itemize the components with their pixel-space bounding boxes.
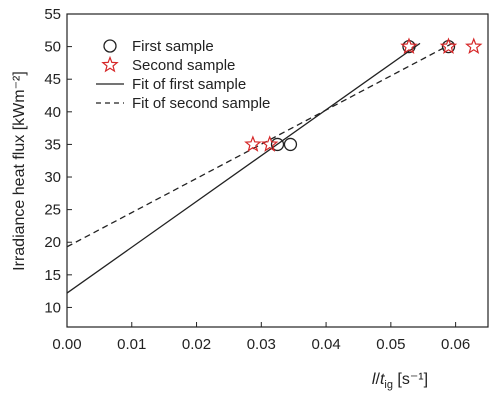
x-tick-label: 0.00 [52,336,81,353]
legend-marker [101,55,119,73]
legend-label: Fit of second sample [132,95,270,112]
x-tick-label: 0.05 [376,336,405,353]
data-point [244,135,262,152]
tick-marks [66,13,457,327]
x-label-slash: / [375,371,380,388]
y-tick-label: 40 [44,104,61,121]
x-tick-label: 0.04 [311,336,340,353]
x-tick-label: 0.02 [182,336,211,353]
y-tick-label: 30 [44,169,61,186]
fit-line [66,42,453,248]
fit-lines [66,42,453,294]
x-axis-label: l/tig [s⁻¹] [372,371,428,391]
data-point [270,137,285,152]
x-label-subscript: ig [384,379,393,391]
legend-label: Second sample [132,57,235,74]
y-tick-label: 50 [44,39,61,56]
x-label-l: l [372,371,376,388]
legend-label: First sample [132,38,214,55]
y-axis-label: Irradiance heat flux [kWm⁻²] [11,71,28,271]
y-tick-label: 15 [44,267,61,284]
y-tick-label: 35 [44,136,61,153]
y-tick-label: 55 [44,6,61,23]
data-point [465,37,483,55]
fit-line [66,42,421,294]
x-label-t: t [380,371,385,388]
legend-marker [103,39,117,53]
data-point [260,135,279,152]
plot-frame [66,13,489,328]
legend: First sample Second sample Fit of first sa… [96,38,270,112]
data-point [439,37,458,55]
x-label-unit: [s⁻¹] [393,371,428,388]
y-tick-label: 20 [44,234,61,251]
tick-labels: 0.00 0.01 0.02 0.03 0.04 0.05 0.06 10 15 20 25 30 35… [44,6,470,353]
x-tick-label: 0.01 [117,336,146,353]
x-tick-label: 0.06 [441,336,470,353]
data-point [283,137,298,152]
legend-label: Fit of first sample [132,76,246,93]
data-points [244,37,483,152]
y-tick-label: 10 [44,299,61,316]
data-point [400,37,418,55]
y-tick-label: 25 [44,202,61,219]
y-tick-label: 45 [44,71,61,88]
x-tick-label: 0.03 [247,336,276,353]
